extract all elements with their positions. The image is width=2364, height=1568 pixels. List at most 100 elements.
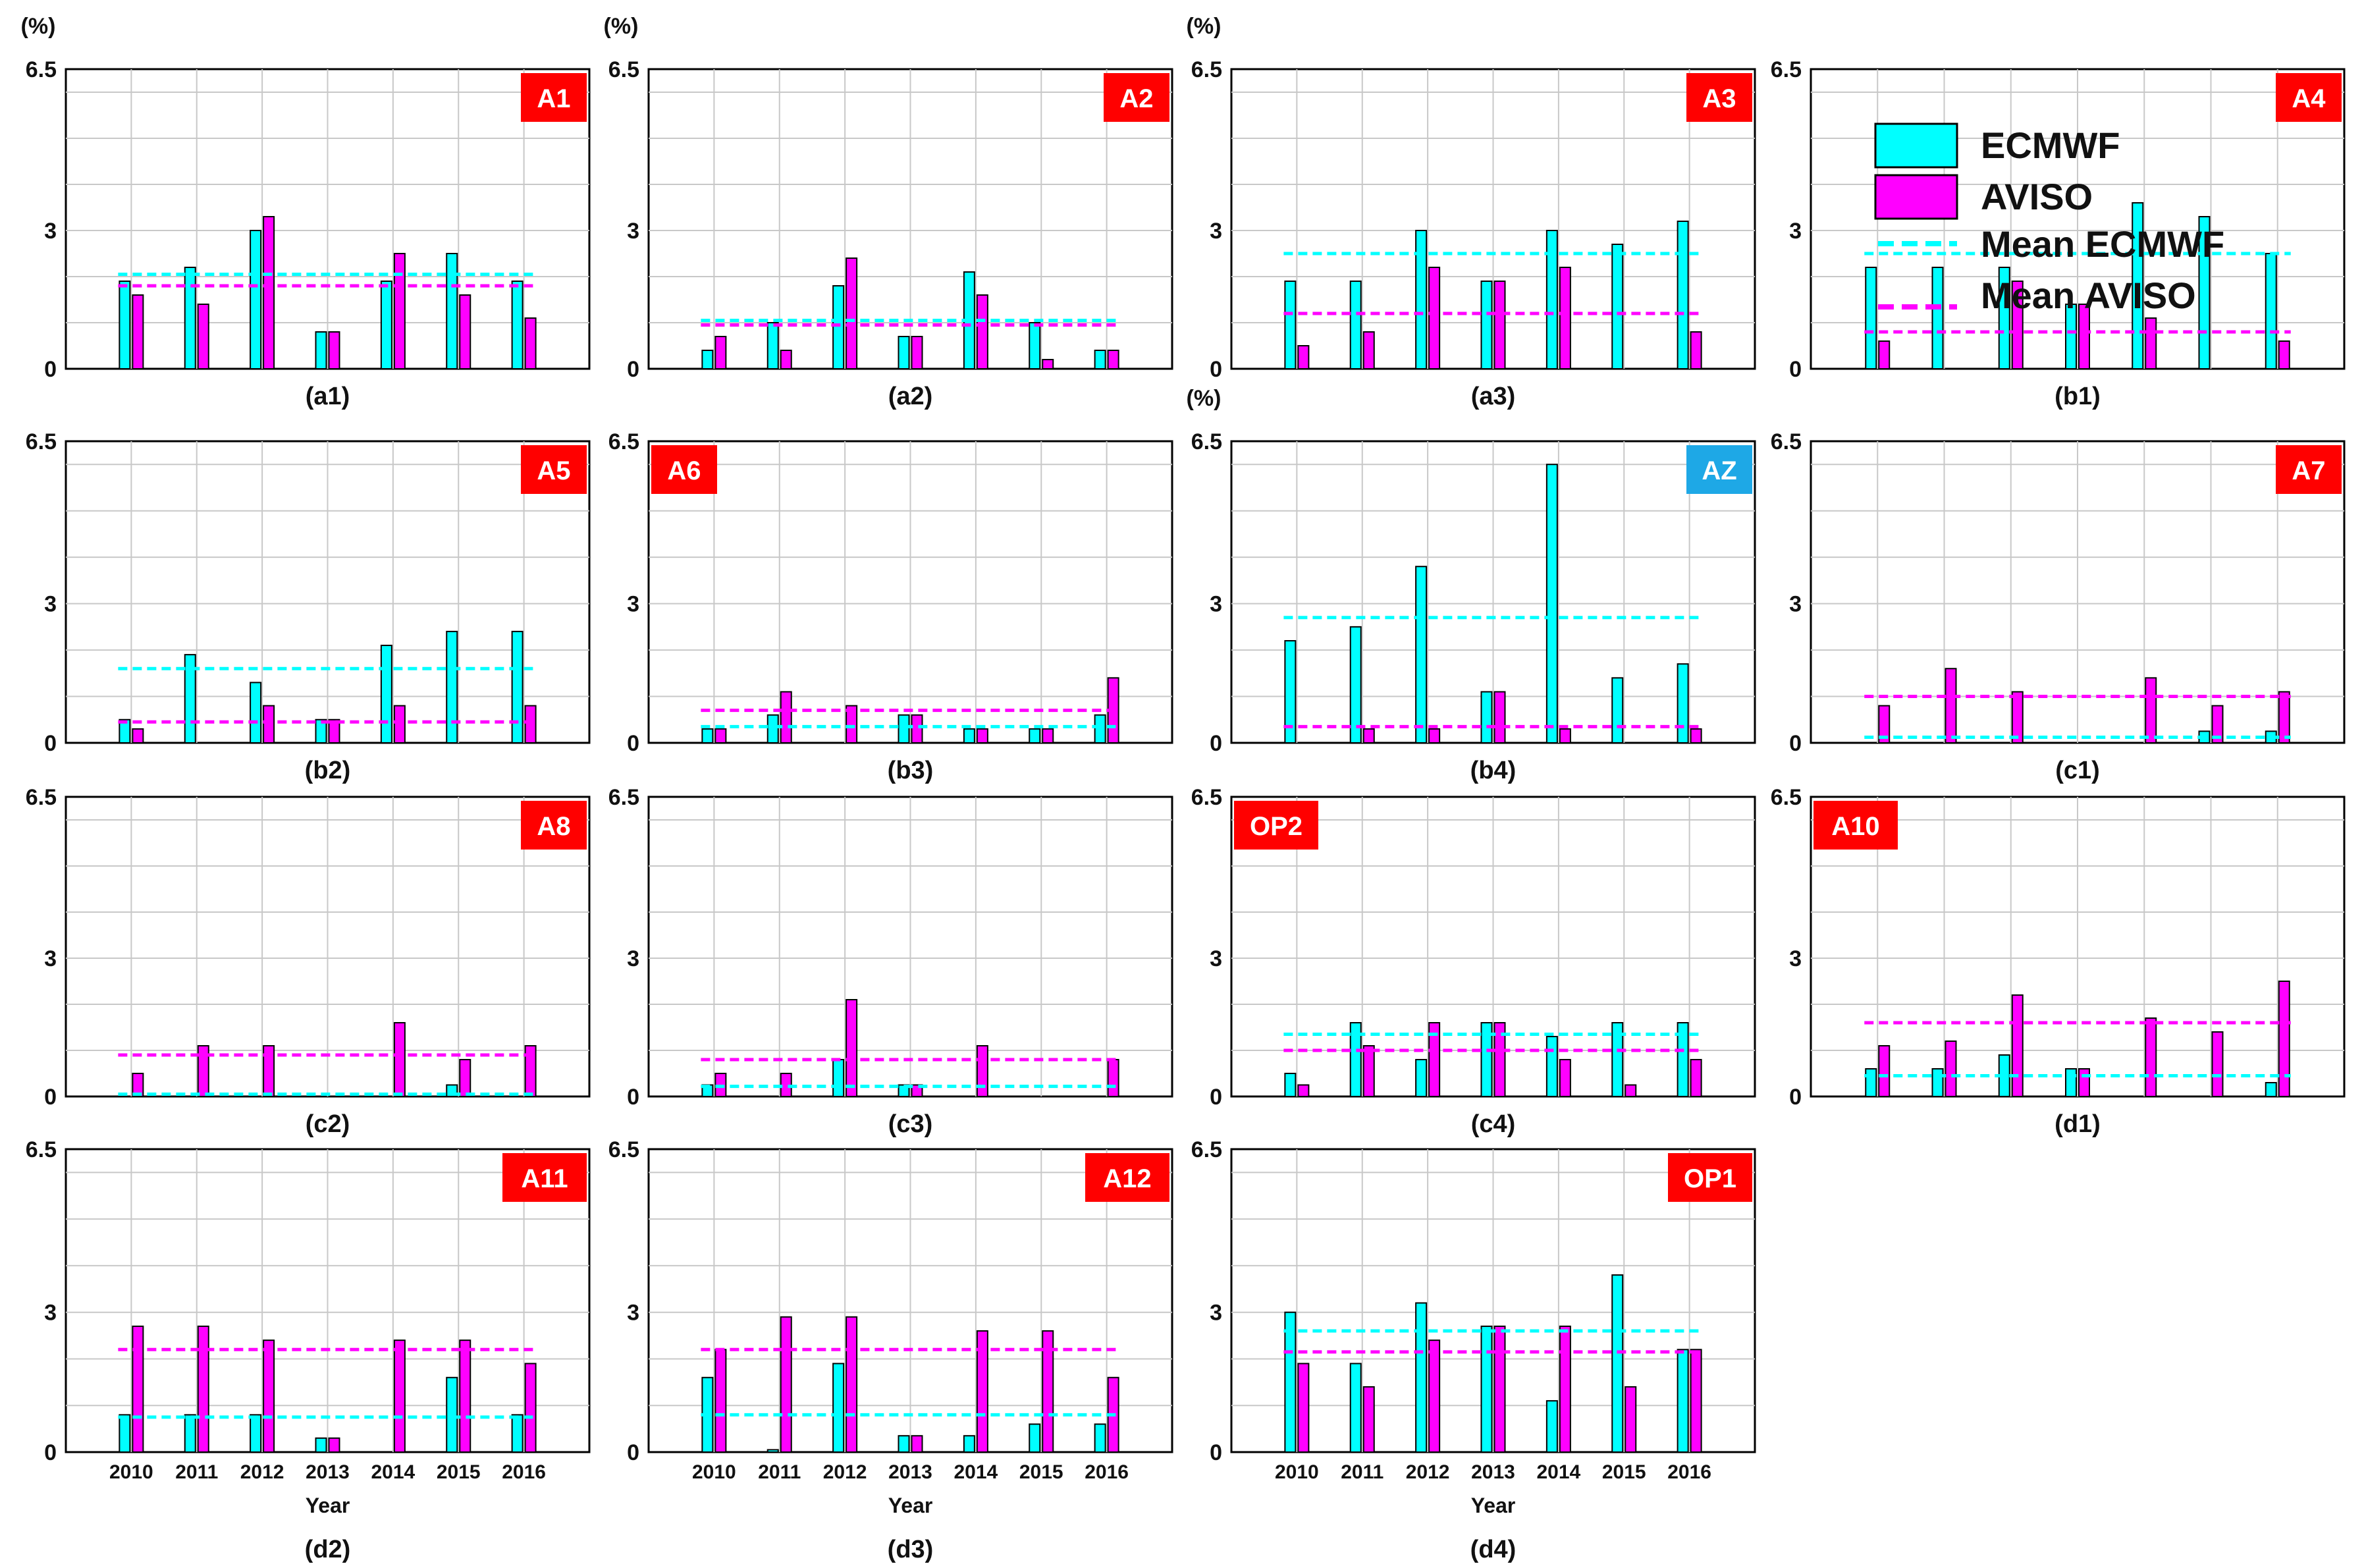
region-tag-label: A2: [1119, 84, 1153, 113]
panel-d4: 0 3 6.5 2010 2011 2012 2013 2014 2015 2016 Year (d4…: [1191, 1137, 1756, 1563]
y-tick-label: 6.5: [608, 57, 639, 82]
bar-ecmwf: [1349, 1022, 1362, 1097]
bar-aviso: [714, 728, 727, 744]
bar-aviso: [1625, 1084, 1637, 1097]
panel-label: (a2): [888, 383, 933, 410]
bar-aviso: [263, 1339, 275, 1453]
bar-aviso: [976, 1330, 988, 1453]
bar-aviso: [2011, 691, 2024, 743]
bar-ecmwf: [1865, 267, 1877, 369]
y-tick-label: 6.5: [1191, 57, 1222, 82]
bar-ecmwf: [2065, 1068, 2077, 1097]
y-tick-label: 6.5: [1771, 429, 1802, 454]
bar-aviso: [1690, 728, 1702, 744]
bar-ecmwf: [1611, 1022, 1624, 1097]
y-tick-label: 6.5: [26, 1137, 57, 1162]
panel-c2: 0 3 6.5 (c2) A8: [26, 785, 591, 1138]
x-tick-label: 2016: [502, 1461, 546, 1483]
y-tick-label: 0: [627, 357, 639, 382]
x-axis-title: Year: [1471, 1494, 1516, 1517]
bar-ecmwf: [701, 728, 714, 744]
bar-aviso: [132, 728, 144, 744]
bar-aviso: [459, 1339, 471, 1453]
bar-aviso: [1878, 1045, 1891, 1097]
bar-aviso: [976, 294, 988, 369]
bar-aviso: [2278, 340, 2290, 369]
bar-ecmwf: [1677, 1022, 1689, 1097]
bar-aviso: [846, 705, 858, 743]
bar-ecmwf: [1998, 267, 2010, 369]
bar-aviso: [2078, 1068, 2090, 1097]
y-unit-label: (%): [1187, 386, 1222, 411]
legend-swatch-ecmwf: [1874, 122, 1958, 169]
y-unit-label: (%): [604, 14, 639, 39]
bar-aviso: [1945, 668, 1957, 743]
bar-aviso: [976, 728, 988, 744]
bar-ecmwf: [963, 728, 975, 744]
x-tick-label: 2010: [692, 1461, 736, 1483]
bar-aviso: [780, 691, 792, 743]
bar-ecmwf: [315, 718, 327, 744]
bar-ecmwf: [2132, 202, 2144, 369]
region-tag-label: OP2: [1250, 812, 1303, 841]
region-tag-box: [1686, 73, 1752, 122]
panel-label: (d2): [305, 1536, 351, 1563]
y-tick-label: 0: [627, 731, 639, 756]
panel-d1: 0 3 6.5 (d1) A10: [1771, 785, 2346, 1138]
bar-ecmwf: [1611, 244, 1624, 369]
region-tag-box: [1234, 801, 1318, 850]
bar-aviso: [2145, 317, 2157, 369]
y-tick-label: 3: [1210, 1301, 1222, 1326]
bar-ecmwf: [119, 281, 131, 369]
y-tick-label: 3: [627, 946, 639, 971]
bar-aviso: [393, 1339, 406, 1453]
bar-ecmwf: [701, 350, 714, 369]
bar-aviso: [263, 1045, 275, 1097]
bar-ecmwf: [380, 645, 392, 743]
panel-b3: 0 3 6.5 (b3) A6: [608, 429, 1173, 784]
bar-ecmwf: [1545, 464, 1558, 743]
y-tick-label: 0: [1210, 357, 1222, 382]
region-tag-label: A12: [1103, 1164, 1151, 1193]
x-tick-label: 2014: [371, 1461, 416, 1483]
bar-ecmwf: [446, 1376, 458, 1453]
bar-ecmwf: [119, 718, 131, 744]
x-tick-label: 2010: [109, 1461, 153, 1483]
bar-ecmwf: [2265, 253, 2277, 369]
bar-aviso: [328, 331, 340, 369]
region-tag-box: [2276, 445, 2342, 494]
y-tick-label: 3: [44, 592, 57, 617]
legend-label-mean-ecmwf: Mean ECMWF: [1981, 223, 2224, 265]
bar-ecmwf: [250, 682, 262, 744]
bar-ecmwf: [1349, 281, 1362, 369]
region-tag-box: [1813, 801, 1898, 850]
bar-aviso: [1297, 345, 1310, 369]
bar-aviso: [1559, 728, 1571, 744]
panel-label: (d1): [2055, 1110, 2101, 1138]
panel-c4: 0 3 6.5 (c4) OP2: [1191, 785, 1756, 1138]
bar-ecmwf: [1545, 1400, 1558, 1453]
y-tick-label: 6.5: [608, 1137, 639, 1162]
x-tick-label: 2012: [1406, 1461, 1450, 1483]
bar-ecmwf: [315, 331, 327, 369]
x-tick-label: 2010: [1275, 1461, 1319, 1483]
y-tick-label: 0: [1789, 1085, 1802, 1110]
bar-ecmwf: [1094, 1423, 1106, 1453]
region-tag-box: [521, 801, 587, 850]
bar-aviso: [1493, 1325, 1506, 1453]
x-tick-label: 2013: [888, 1461, 932, 1483]
bar-aviso: [328, 1437, 340, 1453]
bar-aviso: [1493, 1022, 1506, 1097]
bar-aviso: [1559, 267, 1571, 369]
y-tick-label: 0: [44, 357, 57, 382]
bar-aviso: [1878, 705, 1891, 743]
y-tick-label: 0: [1789, 357, 1802, 382]
x-tick-label: 2015: [1602, 1461, 1646, 1483]
y-tick-label: 0: [627, 1440, 639, 1465]
bar-ecmwf: [511, 281, 524, 369]
bar-ecmwf: [250, 1414, 262, 1453]
region-tag-box: [1668, 1153, 1752, 1202]
panel-d2: 0 3 6.5 2010 2011 2012 2013 2014 2015 2016 Year (d2…: [26, 1137, 591, 1563]
bar-ecmwf: [1677, 663, 1689, 744]
bar-aviso: [263, 216, 275, 369]
